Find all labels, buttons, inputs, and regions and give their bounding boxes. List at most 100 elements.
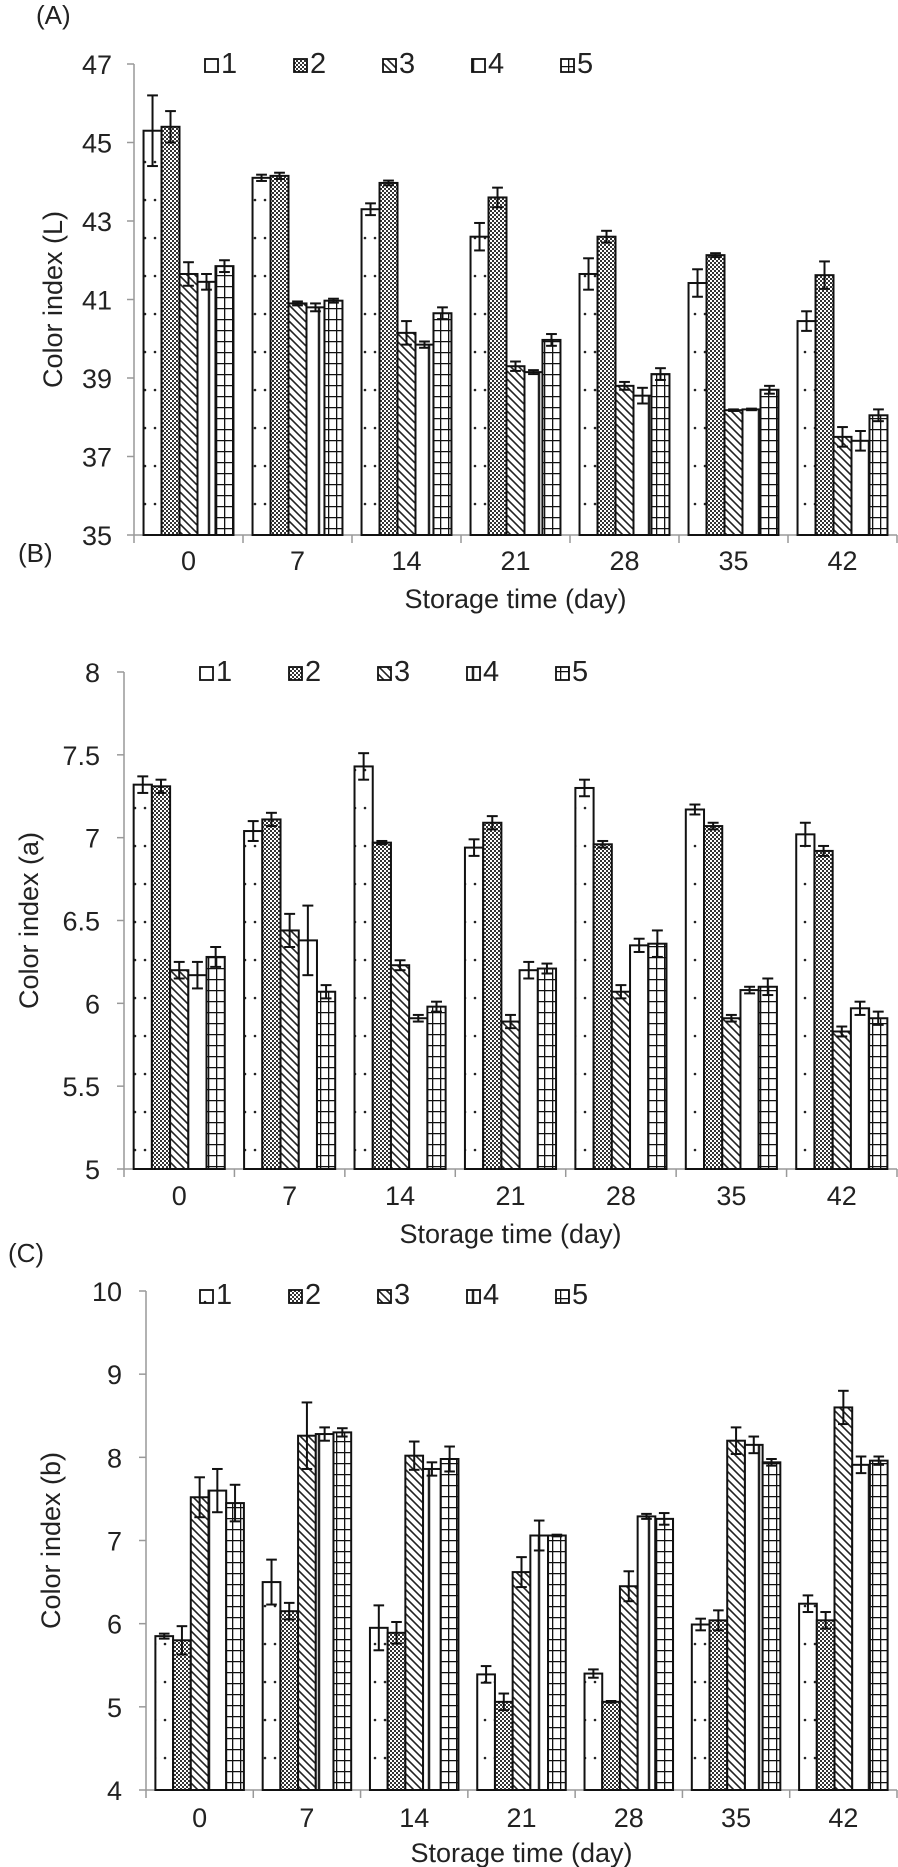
- error-bar: [320, 984, 332, 1000]
- bar-series-5: [761, 1461, 782, 1792]
- error-bar: [155, 778, 167, 794]
- legend-label: 3: [394, 1279, 410, 1311]
- bar-series-2: [703, 825, 724, 1170]
- error-bar: [692, 268, 703, 298]
- error-bar: [183, 261, 194, 287]
- error-bar: [426, 1461, 438, 1477]
- error-bar: [210, 946, 222, 968]
- bar-series-2: [378, 181, 399, 537]
- legend-item: 1: [199, 656, 232, 688]
- legend-label: 5: [572, 1279, 588, 1311]
- error-bar: [819, 260, 830, 290]
- error-bar: [748, 1435, 760, 1455]
- bar-series-4: [518, 969, 539, 1171]
- y-axis-title: Color index (b): [36, 1452, 66, 1629]
- bar-series-3: [287, 302, 308, 536]
- error-bar: [283, 1601, 295, 1621]
- error-bar: [855, 429, 866, 452]
- legend-item: 2: [288, 656, 321, 688]
- bar-series-4: [849, 1007, 871, 1171]
- bar-series-3: [726, 1439, 746, 1791]
- error-bar: [401, 320, 412, 346]
- error-bar: [516, 1556, 527, 1589]
- legend-swatch: [466, 1289, 481, 1304]
- bar-series-1: [578, 272, 599, 536]
- legend-item: 5: [555, 1279, 588, 1311]
- error-bar: [480, 1665, 492, 1684]
- error-bar: [373, 1604, 385, 1652]
- bar-series-4: [207, 1489, 228, 1791]
- bar-series-3: [618, 1585, 639, 1792]
- bar-series-3: [511, 1571, 532, 1792]
- y-tick-label: 7.5: [62, 741, 100, 771]
- error-bar: [212, 1467, 223, 1514]
- bar-series-1: [243, 830, 264, 1170]
- bar-series-3: [396, 331, 417, 536]
- error-bar: [505, 1013, 516, 1030]
- bar-series-2: [172, 1639, 192, 1792]
- bar-series-3: [169, 969, 190, 1171]
- error-bar: [492, 186, 503, 209]
- bar-series-5: [426, 1005, 447, 1170]
- bar-series-2: [708, 1619, 729, 1791]
- bar-series-5: [439, 1457, 460, 1792]
- panel-label: (C): [8, 1238, 44, 1268]
- bar-series-3: [178, 272, 199, 536]
- y-tick-label: 4: [107, 1776, 122, 1806]
- error-bar: [837, 426, 848, 448]
- error-bar: [431, 1000, 442, 1013]
- bar-series-4: [529, 1534, 550, 1792]
- legend-swatch: [377, 666, 392, 681]
- legend-item: 2: [288, 1279, 321, 1311]
- panel-label: (A): [36, 0, 71, 30]
- bar-series-3: [279, 929, 300, 1170]
- error-bar: [744, 985, 756, 995]
- error-bar: [725, 1013, 737, 1023]
- bar-series-2: [601, 1700, 621, 1792]
- x-tick-label: 14: [399, 1803, 429, 1833]
- legend: 1 2 3 4 5: [199, 656, 588, 688]
- x-tick-label: 28: [609, 546, 639, 576]
- y-tick-label: 7: [85, 824, 100, 854]
- y-tick-label: 41: [82, 286, 112, 316]
- error-bar: [605, 1700, 617, 1704]
- legend-item: 2: [293, 48, 326, 80]
- y-tick-label: 5: [85, 1155, 100, 1185]
- panel-label: (B): [18, 538, 53, 568]
- bar-series-4: [636, 1515, 657, 1792]
- error-bar: [468, 838, 480, 857]
- y-tick-label: 6: [85, 989, 100, 1019]
- error-bar: [365, 202, 376, 217]
- legend-swatch: [199, 666, 214, 681]
- error-bar: [147, 94, 158, 168]
- error-bar: [597, 839, 609, 849]
- error-bar: [219, 259, 230, 274]
- error-bar: [176, 1625, 188, 1656]
- error-bar: [533, 1519, 545, 1552]
- error-bar: [872, 1010, 884, 1026]
- legend-label: 5: [572, 656, 588, 688]
- y-axis-title: Color index (a): [14, 832, 44, 1009]
- error-bar: [256, 173, 267, 182]
- error-bar: [588, 1668, 599, 1679]
- bar-series-1: [132, 783, 153, 1170]
- error-bar: [818, 844, 830, 857]
- bar-series-1: [469, 235, 490, 536]
- bar-series-2: [482, 821, 503, 1170]
- error-bar: [615, 984, 627, 1000]
- bar-series-4: [632, 394, 653, 536]
- x-axis-title: Storage time (day): [399, 1219, 621, 1249]
- y-tick-label: 9: [107, 1360, 122, 1390]
- bar-series-3: [189, 1496, 210, 1791]
- x-tick-label: 0: [192, 1803, 207, 1833]
- y-tick-label: 37: [82, 443, 112, 473]
- legend-item: 4: [471, 48, 504, 80]
- bar-series-3: [832, 435, 853, 536]
- error-bar: [689, 803, 701, 816]
- error-bar: [802, 1594, 814, 1614]
- bar-series-5: [315, 990, 337, 1171]
- y-tick-label: 47: [82, 50, 112, 80]
- error-bar: [474, 221, 485, 252]
- bar-series-5: [868, 1017, 889, 1171]
- legend-item: 1: [204, 48, 237, 80]
